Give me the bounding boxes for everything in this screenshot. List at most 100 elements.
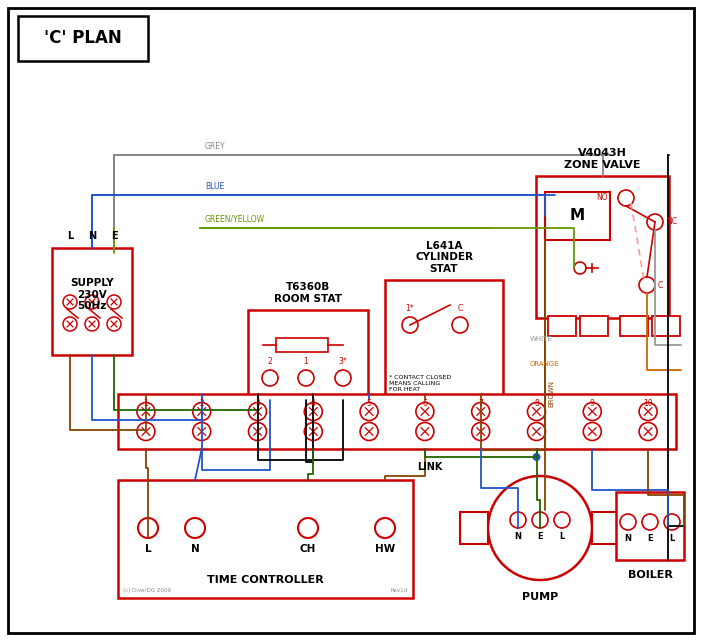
Circle shape (639, 277, 655, 293)
Text: GREY: GREY (205, 142, 225, 151)
Circle shape (107, 295, 121, 309)
Circle shape (137, 422, 155, 440)
Text: BROWN: BROWN (548, 380, 554, 407)
Bar (592, 512, 620, 544)
Circle shape (304, 422, 322, 440)
Circle shape (583, 422, 602, 440)
Circle shape (85, 295, 99, 309)
Bar (118, 394, 676, 449)
Circle shape (639, 403, 657, 420)
Text: 6: 6 (423, 399, 428, 408)
Circle shape (360, 422, 378, 440)
Circle shape (304, 403, 322, 420)
Circle shape (107, 317, 121, 331)
Text: E: E (647, 534, 653, 543)
Text: 7: 7 (478, 399, 483, 408)
Circle shape (85, 317, 99, 331)
Text: N: N (191, 544, 199, 554)
Bar (276, 338, 328, 352)
Circle shape (375, 518, 395, 538)
Text: 1: 1 (143, 399, 148, 408)
Text: GREEN/YELLOW: GREEN/YELLOW (205, 215, 265, 224)
Text: ORANGE: ORANGE (530, 361, 559, 367)
Text: 'C' PLAN: 'C' PLAN (44, 29, 122, 47)
Circle shape (618, 190, 634, 206)
Bar (580, 316, 608, 336)
Text: TIME CONTROLLER: TIME CONTROLLER (207, 575, 324, 585)
Circle shape (510, 512, 526, 528)
Circle shape (620, 514, 636, 530)
Text: E: E (537, 532, 543, 541)
Text: L: L (67, 231, 73, 241)
Circle shape (335, 370, 351, 386)
Bar (248, 310, 368, 400)
Text: L: L (670, 534, 675, 543)
Bar (536, 176, 669, 318)
Circle shape (472, 403, 490, 420)
Circle shape (137, 403, 155, 420)
Text: 10: 10 (643, 399, 653, 408)
Circle shape (639, 422, 657, 440)
Text: N: N (88, 231, 96, 241)
Text: WHITE: WHITE (530, 336, 552, 342)
Circle shape (416, 422, 434, 440)
Circle shape (185, 518, 205, 538)
Circle shape (262, 370, 278, 386)
Bar (385, 280, 503, 400)
Text: 1*: 1* (406, 304, 414, 313)
Text: C: C (458, 304, 463, 313)
Text: 1: 1 (304, 357, 308, 366)
Bar (620, 316, 648, 336)
Circle shape (472, 422, 490, 440)
Text: N: N (625, 534, 632, 543)
Circle shape (298, 518, 318, 538)
Text: Rev1d: Rev1d (391, 588, 408, 593)
Text: * CONTACT CLOSED
MEANS CALLING
FOR HEAT: * CONTACT CLOSED MEANS CALLING FOR HEAT (389, 376, 451, 392)
Text: M: M (570, 208, 585, 224)
Text: 2: 2 (199, 399, 204, 408)
Text: C: C (658, 281, 663, 290)
Text: HW: HW (375, 544, 395, 554)
Text: NC: NC (666, 217, 677, 226)
Bar (548, 316, 576, 336)
Text: SUPPLY
230V
50Hz: SUPPLY 230V 50Hz (70, 278, 114, 311)
Bar (545, 192, 610, 240)
Text: CH: CH (300, 544, 316, 554)
Text: E: E (111, 231, 117, 241)
Text: L641A
CYLINDER
STAT: L641A CYLINDER STAT (415, 241, 473, 274)
Text: 2: 2 (267, 357, 272, 366)
Circle shape (583, 403, 602, 420)
Circle shape (532, 512, 548, 528)
Bar (118, 480, 413, 598)
Text: T6360B
ROOM STAT: T6360B ROOM STAT (274, 283, 342, 304)
Circle shape (647, 214, 663, 230)
Circle shape (574, 262, 586, 274)
Circle shape (554, 512, 570, 528)
Circle shape (249, 422, 267, 440)
Text: BOILER: BOILER (628, 570, 673, 580)
Bar (616, 492, 684, 560)
Circle shape (193, 422, 211, 440)
Bar (652, 316, 680, 336)
Circle shape (527, 403, 545, 420)
Text: 8: 8 (534, 399, 539, 408)
Circle shape (63, 295, 77, 309)
Circle shape (533, 453, 541, 461)
Text: 9: 9 (590, 399, 595, 408)
Text: BLUE: BLUE (205, 182, 224, 191)
Circle shape (452, 317, 468, 333)
Text: L: L (559, 532, 564, 541)
Circle shape (416, 403, 434, 420)
Bar (460, 512, 488, 544)
Text: V4043H
ZONE VALVE: V4043H ZONE VALVE (564, 148, 641, 170)
Text: 3: 3 (255, 399, 260, 408)
Bar (18, 16, 148, 61)
Circle shape (402, 317, 418, 333)
Text: 5: 5 (366, 399, 371, 408)
Circle shape (63, 317, 77, 331)
Text: NO: NO (597, 194, 608, 203)
Circle shape (193, 403, 211, 420)
Text: 4: 4 (311, 399, 316, 408)
Text: N: N (515, 532, 522, 541)
Text: LINK: LINK (417, 462, 443, 472)
